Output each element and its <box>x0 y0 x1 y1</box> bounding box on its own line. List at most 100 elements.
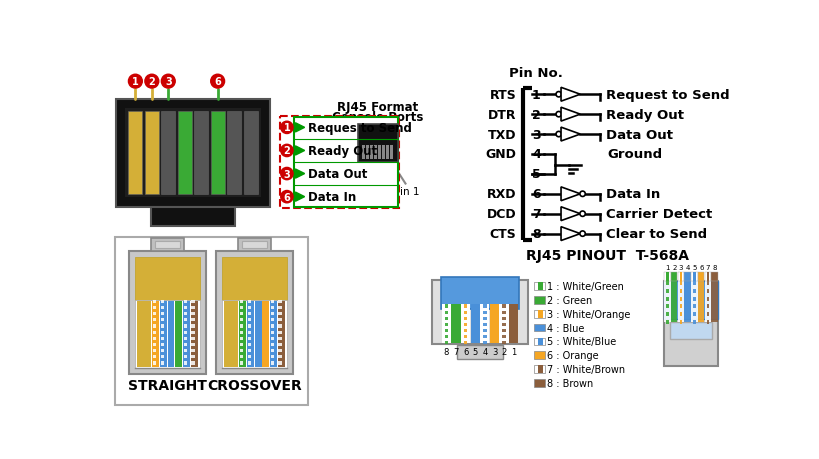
Bar <box>677 273 684 282</box>
Text: RTS: RTS <box>490 89 516 101</box>
Bar <box>242 241 267 249</box>
Bar <box>362 146 365 160</box>
Bar <box>461 305 470 343</box>
Text: 1: 1 <box>511 347 517 356</box>
Bar <box>534 352 545 359</box>
Bar <box>271 356 274 358</box>
Text: 6 : Orange: 6 : Orange <box>547 351 599 360</box>
Circle shape <box>161 75 175 89</box>
Text: 3: 3 <box>679 264 683 270</box>
Bar <box>483 330 486 332</box>
Text: 6: 6 <box>283 192 290 202</box>
Bar <box>538 338 543 346</box>
Bar <box>240 300 243 303</box>
Bar <box>144 301 152 367</box>
Circle shape <box>281 191 293 203</box>
Bar <box>192 306 195 309</box>
Bar <box>183 343 187 346</box>
Bar <box>152 239 183 251</box>
Bar <box>666 290 669 293</box>
Bar <box>240 306 243 309</box>
Bar <box>698 273 704 282</box>
Bar <box>704 273 711 282</box>
Bar <box>247 362 251 365</box>
Bar <box>693 305 696 308</box>
Bar <box>145 112 159 195</box>
Text: 8: 8 <box>532 228 541 241</box>
Bar <box>680 305 682 308</box>
Bar <box>707 273 709 282</box>
Bar <box>502 323 506 326</box>
Bar <box>271 343 274 346</box>
Bar <box>183 300 187 303</box>
Circle shape <box>281 122 293 134</box>
Bar <box>451 305 460 343</box>
Text: Clear to Send: Clear to Send <box>606 228 707 241</box>
Bar <box>680 282 682 285</box>
Text: 7: 7 <box>454 347 459 356</box>
Bar <box>271 362 274 365</box>
Bar <box>680 290 682 293</box>
Polygon shape <box>561 207 581 221</box>
Circle shape <box>556 112 561 118</box>
Bar <box>262 301 269 367</box>
Bar <box>247 356 251 358</box>
Bar <box>664 282 718 320</box>
Bar <box>183 301 190 367</box>
Text: 4: 4 <box>532 148 541 161</box>
Bar <box>278 356 282 358</box>
Bar <box>278 362 282 365</box>
Bar <box>125 109 260 198</box>
Text: Data In: Data In <box>606 188 660 201</box>
Bar <box>168 301 174 367</box>
Text: RXD: RXD <box>486 188 516 201</box>
Bar <box>369 146 373 160</box>
Text: Data Out: Data Out <box>308 168 367 181</box>
Bar <box>666 320 669 324</box>
Bar <box>483 311 486 314</box>
Bar <box>445 336 448 339</box>
Bar <box>693 282 696 285</box>
Bar <box>464 336 468 339</box>
Bar <box>278 301 285 367</box>
Bar <box>480 305 490 343</box>
Text: Request to Send: Request to Send <box>606 89 729 101</box>
Bar <box>677 282 684 322</box>
Bar <box>278 337 282 340</box>
Bar <box>278 349 282 353</box>
Bar <box>445 311 448 314</box>
Bar <box>191 301 197 367</box>
Bar <box>116 100 270 207</box>
Bar <box>151 207 235 226</box>
Bar <box>445 330 448 332</box>
Bar <box>685 273 691 282</box>
Polygon shape <box>296 123 305 133</box>
Bar <box>153 349 156 353</box>
Bar <box>457 346 504 359</box>
Bar <box>471 305 480 343</box>
Bar <box>227 112 241 195</box>
Bar <box>192 362 195 365</box>
Polygon shape <box>296 146 305 156</box>
Bar <box>680 313 682 316</box>
Bar <box>483 341 486 345</box>
Text: Pin 8: Pin 8 <box>337 187 363 197</box>
Bar <box>502 330 506 332</box>
Text: 2: 2 <box>283 146 290 156</box>
Bar <box>161 349 164 353</box>
Bar <box>666 305 669 308</box>
Bar <box>671 322 712 339</box>
Polygon shape <box>561 187 581 202</box>
Bar <box>247 331 251 334</box>
Bar <box>538 282 543 290</box>
Bar <box>483 336 486 339</box>
Bar <box>500 305 509 343</box>
Text: 5 : White/Blue: 5 : White/Blue <box>547 337 617 347</box>
Bar <box>664 282 671 322</box>
Bar <box>278 331 282 334</box>
Bar <box>698 282 704 322</box>
Bar <box>238 239 271 251</box>
Bar <box>693 273 696 282</box>
Bar <box>386 146 389 160</box>
Bar <box>712 273 718 282</box>
